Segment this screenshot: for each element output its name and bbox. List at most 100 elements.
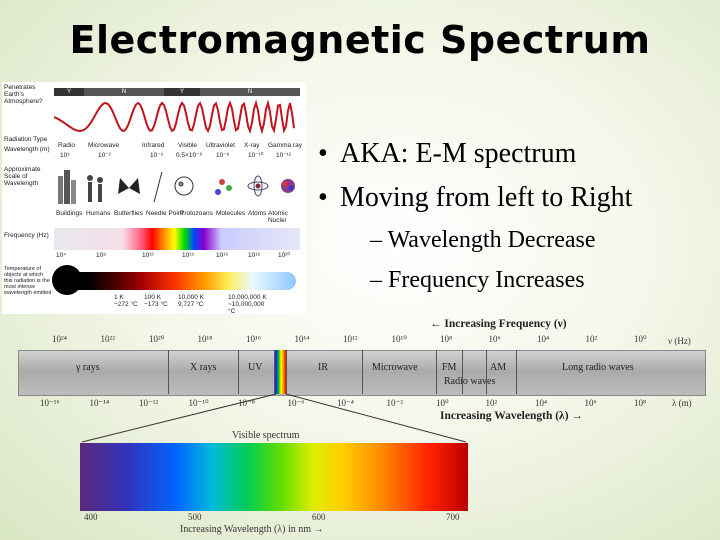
needle-point-icon: [153, 171, 163, 203]
frequency-tick: 10¹²: [142, 252, 154, 259]
axis-tick: 10¹⁶: [246, 334, 261, 344]
axis-tick: 10¹⁴: [294, 334, 310, 344]
region-radio-waves: Radio waves: [444, 376, 496, 387]
region-gamma: γ rays: [76, 362, 100, 373]
axis-tick: 10⁻¹⁴: [89, 398, 110, 408]
temperature-label: 100 K −173 °C: [144, 294, 168, 308]
band-label: Y: [164, 88, 200, 96]
axis-tick: 10²⁴: [52, 334, 67, 344]
region-xray: X rays: [190, 362, 217, 373]
frequency-tick: 10⁴: [56, 252, 67, 259]
scale-label: Needle Point: [146, 210, 184, 217]
thermometer-bulb: [52, 265, 82, 295]
row-label-wavelength: Wavelength (m): [4, 146, 50, 153]
type-xray: X-ray: [244, 142, 260, 149]
scale-icons: [58, 170, 295, 204]
region-divider: [362, 350, 363, 394]
sub-bullet-item: – Wavelength Decrease: [370, 227, 596, 253]
frequency-tick: 10¹⁵: [182, 252, 195, 259]
scale-label: Butterflies: [114, 210, 143, 217]
region-microwave: Microwave: [372, 362, 418, 373]
wavelength-value: 10⁻¹⁰: [248, 152, 264, 159]
axis-tick: 10²: [485, 398, 498, 408]
row-label-frequency: Frequency (Hz): [4, 232, 49, 239]
temperature-label: 10,000 K 9,727 °C: [178, 294, 205, 308]
region-divider: [516, 350, 517, 394]
bullet-text: AKA: E-M spectrum: [340, 138, 577, 169]
visible-spectrum-title: Visible spectrum: [232, 430, 300, 441]
region-divider: [462, 350, 463, 394]
frequency-tick: 10¹⁶: [216, 252, 229, 259]
sub-bullet-text: Frequency Increases: [388, 267, 585, 293]
axis-tick: 10⁻¹⁶: [40, 398, 60, 408]
bullet-list: • AKA: E-M spectrum • Moving from left to …: [318, 132, 718, 300]
row-label-radiation-type: Radiation Type: [4, 136, 48, 143]
band-label: N: [200, 88, 300, 96]
region-ir: IR: [318, 362, 328, 373]
type-infrared: Infrared: [142, 142, 165, 149]
type-ultraviolet: Ultraviolet: [206, 142, 235, 149]
wave-graphic: [54, 100, 295, 134]
region-divider: [274, 350, 275, 394]
axis-tick: 10⁻¹⁰: [188, 398, 209, 408]
frequency-tick: 10¹⁸: [248, 252, 261, 259]
bullet-item: • Moving from left to Right: [318, 182, 633, 213]
region-long-radio: Long radio waves: [562, 362, 634, 373]
region-divider: [486, 350, 487, 394]
bullet-item: • AKA: E-M spectrum: [318, 138, 577, 169]
row-label-temperature: Temperature of objects at which this rad…: [4, 266, 52, 296]
frequency-axis-label: ← Increasing Frequency (ν): [430, 318, 567, 330]
axis-tick: 10⁻⁶: [287, 398, 305, 408]
region-fm: FM: [442, 362, 457, 373]
axis-tick: 10²⁰: [149, 334, 165, 344]
temperature-thermometer: [54, 272, 296, 290]
visible-tick: 700: [446, 512, 460, 522]
axis-tick: 10⁻⁴: [337, 398, 354, 408]
visible-band: [274, 350, 286, 394]
axis-tick: 10⁸: [440, 334, 453, 344]
em-spectrum-diagram: Penetrates Earth's Atmosphere? Y N Y N R…: [2, 82, 306, 315]
axis-tick: 10⁻⁸: [238, 398, 255, 408]
frequency-tick: 10⁸: [96, 252, 106, 259]
zoom-lines: [81, 394, 467, 443]
scale-label: Atomic Nuclei: [268, 210, 288, 224]
wavelength-axis-label: Increasing Wavelength (λ) →: [440, 410, 583, 422]
axis-tick: 10⁻²: [386, 398, 403, 408]
visible-tick: 600: [312, 512, 326, 522]
axis-tick: 10⁸: [634, 398, 647, 408]
row-label-scale: Approximate Scale of Wavelength: [4, 166, 41, 187]
visible-spectrum-bar: [80, 443, 468, 511]
region-am: AM: [490, 362, 507, 373]
frequency-tick: 10²⁰: [278, 252, 291, 259]
protozoans-icon: [174, 176, 194, 196]
butterfly-icon: [118, 178, 140, 194]
visible-axis-label: Increasing Wavelength (λ) in nm →: [180, 524, 324, 535]
atom-icon: [247, 175, 269, 197]
axis-tick: 10⁴: [537, 334, 550, 344]
scale-label: Humans: [86, 210, 111, 217]
slide-title: Electromagnetic Spectrum: [69, 18, 651, 62]
axis-tick: 10²²: [100, 334, 115, 344]
scale-label: Molecules: [216, 210, 246, 217]
axis-tick: 10¹⁸: [197, 334, 213, 344]
wavelength-value: 10⁻⁸: [216, 152, 230, 159]
wavelength-value: 10³: [60, 152, 70, 159]
humans-icon: [87, 175, 103, 202]
sub-bullet-text: Wavelength Decrease: [387, 227, 596, 253]
wavelength-unit: λ (m): [672, 398, 692, 408]
axis-tick: 10⁰: [634, 334, 647, 344]
frequency-unit: ν (Hz): [668, 336, 691, 346]
temperature-label: 1 K −272 °C: [114, 294, 138, 308]
axis-tick: 10⁻¹²: [139, 398, 159, 408]
scale-label: Buildings: [56, 210, 83, 217]
temperature-label: 10,000,000 K ~10,000,000 °C: [228, 294, 267, 315]
visible-tick: 500: [188, 512, 202, 522]
frequency-color-bar: [54, 228, 300, 250]
region-uv: UV: [248, 362, 263, 373]
scale-label: Protozoans: [180, 210, 213, 217]
visible-tick: 400: [84, 512, 98, 522]
sub-bullet-item: – Frequency Increases: [370, 267, 585, 293]
axis-tick: 10⁴: [535, 398, 548, 408]
bullet-text: Moving from left to Right: [340, 182, 633, 213]
wavelength-value: 10⁻¹²: [276, 152, 291, 159]
